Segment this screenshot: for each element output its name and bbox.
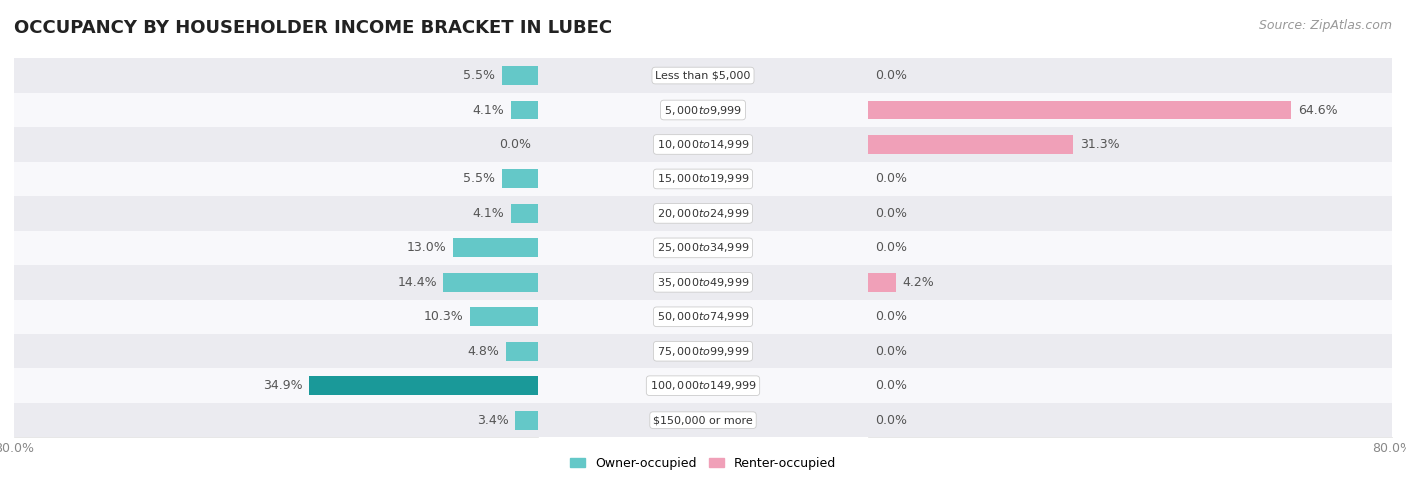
Text: 0.0%: 0.0% [875, 242, 907, 254]
Bar [14, 334, 537, 368]
Text: 31.3%: 31.3% [1080, 138, 1119, 151]
Bar [443, 273, 537, 292]
Bar [309, 376, 537, 395]
Text: $75,000 to $99,999: $75,000 to $99,999 [657, 345, 749, 358]
Bar [869, 135, 1073, 154]
Text: 5.5%: 5.5% [463, 173, 495, 186]
Text: $100,000 to $149,999: $100,000 to $149,999 [650, 379, 756, 392]
Text: 0.0%: 0.0% [875, 173, 907, 186]
Bar [869, 162, 1392, 196]
Bar [869, 334, 1392, 368]
Text: Less than $5,000: Less than $5,000 [655, 70, 751, 81]
Bar [537, 334, 869, 368]
Bar [869, 127, 1392, 162]
Bar [869, 273, 896, 292]
Bar [537, 231, 869, 265]
Text: 0.0%: 0.0% [875, 69, 907, 82]
Bar [537, 299, 869, 334]
Bar [502, 170, 537, 189]
Bar [537, 58, 869, 93]
Bar [869, 196, 1392, 231]
Text: $20,000 to $24,999: $20,000 to $24,999 [657, 207, 749, 220]
Text: 0.0%: 0.0% [875, 345, 907, 358]
Text: 10.3%: 10.3% [425, 310, 464, 323]
Text: $150,000 or more: $150,000 or more [654, 415, 752, 425]
Bar [869, 58, 1392, 93]
Text: 4.1%: 4.1% [472, 207, 505, 220]
Text: 4.8%: 4.8% [468, 345, 499, 358]
Bar [537, 196, 869, 231]
Bar [869, 93, 1392, 127]
Text: 3.4%: 3.4% [477, 414, 509, 427]
Bar [869, 299, 1392, 334]
Text: $50,000 to $74,999: $50,000 to $74,999 [657, 310, 749, 323]
Bar [14, 196, 537, 231]
Bar [869, 101, 1291, 120]
Text: 0.0%: 0.0% [499, 138, 531, 151]
Bar [537, 162, 869, 196]
Bar [14, 299, 537, 334]
Bar [14, 231, 537, 265]
Text: 4.2%: 4.2% [903, 276, 934, 289]
Bar [14, 162, 537, 196]
Bar [537, 265, 869, 299]
Text: $10,000 to $14,999: $10,000 to $14,999 [657, 138, 749, 151]
Text: $5,000 to $9,999: $5,000 to $9,999 [664, 104, 742, 117]
Bar [510, 101, 537, 120]
Text: 13.0%: 13.0% [406, 242, 446, 254]
Bar [869, 368, 1392, 403]
Text: Source: ZipAtlas.com: Source: ZipAtlas.com [1258, 19, 1392, 33]
Bar [14, 127, 537, 162]
Bar [14, 403, 537, 437]
Text: 0.0%: 0.0% [875, 310, 907, 323]
Text: 34.9%: 34.9% [263, 379, 302, 392]
Bar [537, 403, 869, 437]
Text: 0.0%: 0.0% [875, 379, 907, 392]
Bar [869, 265, 1392, 299]
Text: $25,000 to $34,999: $25,000 to $34,999 [657, 242, 749, 254]
Bar [537, 368, 869, 403]
Text: 14.4%: 14.4% [398, 276, 437, 289]
Bar [453, 239, 537, 258]
Bar [502, 66, 537, 85]
Bar [869, 231, 1392, 265]
Bar [537, 127, 869, 162]
Bar [14, 58, 537, 93]
Bar [516, 411, 537, 430]
Bar [14, 93, 537, 127]
Bar [537, 93, 869, 127]
Text: 0.0%: 0.0% [875, 414, 907, 427]
Bar [869, 403, 1392, 437]
Bar [510, 204, 537, 223]
Legend: Owner-occupied, Renter-occupied: Owner-occupied, Renter-occupied [565, 452, 841, 475]
Text: 0.0%: 0.0% [875, 207, 907, 220]
Text: 5.5%: 5.5% [463, 69, 495, 82]
Bar [14, 368, 537, 403]
Bar [14, 265, 537, 299]
Text: $35,000 to $49,999: $35,000 to $49,999 [657, 276, 749, 289]
Bar [506, 342, 537, 361]
Text: OCCUPANCY BY HOUSEHOLDER INCOME BRACKET IN LUBEC: OCCUPANCY BY HOUSEHOLDER INCOME BRACKET … [14, 19, 612, 37]
Text: 4.1%: 4.1% [472, 104, 505, 117]
Text: 64.6%: 64.6% [1298, 104, 1337, 117]
Bar [470, 307, 537, 326]
Text: $15,000 to $19,999: $15,000 to $19,999 [657, 173, 749, 186]
